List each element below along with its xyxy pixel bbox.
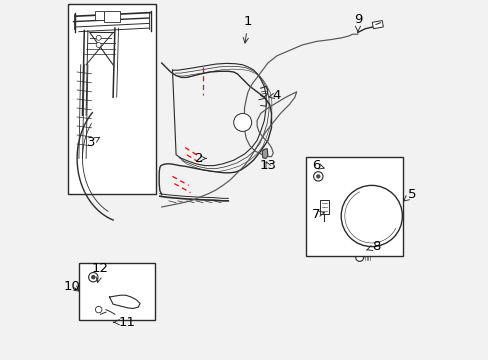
Bar	[305, 157, 402, 256]
Text: 7: 7	[312, 208, 324, 221]
Bar	[79, 263, 154, 320]
Text: 10: 10	[64, 280, 81, 293]
Circle shape	[88, 273, 98, 282]
Text: 4: 4	[268, 89, 281, 102]
Circle shape	[233, 113, 251, 131]
Circle shape	[313, 172, 322, 181]
Text: 1: 1	[243, 15, 252, 43]
Circle shape	[96, 42, 101, 48]
Circle shape	[91, 275, 95, 279]
Circle shape	[316, 175, 320, 178]
Text: 5: 5	[403, 188, 415, 201]
Bar	[68, 4, 156, 194]
Text: 2: 2	[195, 152, 206, 165]
Circle shape	[95, 306, 102, 313]
Circle shape	[355, 253, 363, 261]
Text: 3: 3	[87, 136, 100, 149]
Text: 12: 12	[92, 262, 109, 283]
Text: 6: 6	[312, 159, 324, 172]
Bar	[320, 200, 328, 214]
Circle shape	[341, 185, 402, 247]
Polygon shape	[262, 149, 267, 158]
Text: 13: 13	[259, 159, 276, 172]
Bar	[95, 11, 104, 20]
Bar	[104, 11, 120, 22]
Text: 11: 11	[113, 316, 136, 329]
Circle shape	[96, 35, 101, 40]
Bar	[371, 21, 383, 29]
Text: 9: 9	[353, 13, 361, 32]
Text: 8: 8	[366, 240, 379, 253]
